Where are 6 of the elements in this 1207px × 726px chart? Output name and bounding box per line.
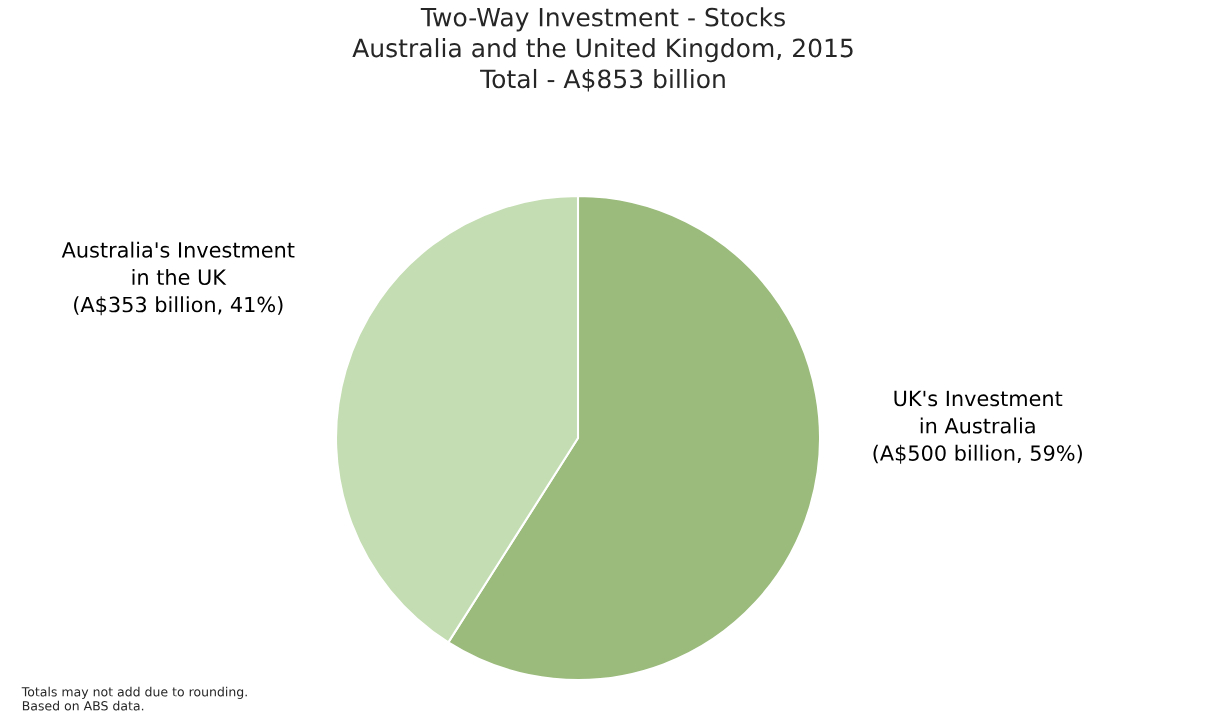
text: Totals may not add due to rounding. Based on ABS data. [21,686,247,711]
data-label: (A$500 billion, 59%) [873,444,1082,464]
slice-label: Australia's Investment in the UK [61,241,295,286]
data-label: (A$353 billion, 41%) [74,296,283,316]
slice-label: UK's Investment in Australia [894,390,1063,434]
chart-title: Two-Way Investment - Stocks Australia and the United Kingdom, 2015 Total - A$853 billion [352,7,853,92]
